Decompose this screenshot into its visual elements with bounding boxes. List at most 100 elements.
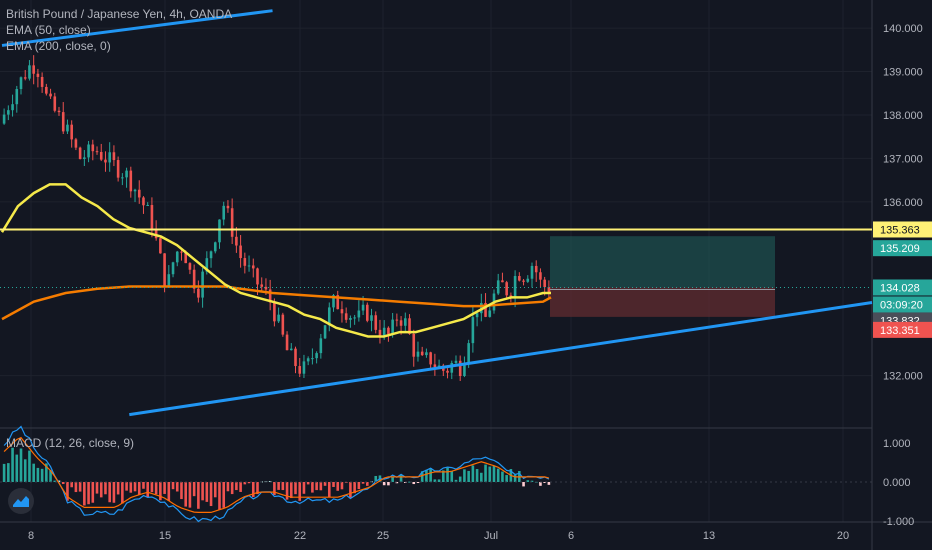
candle-body [294, 348, 297, 367]
candle-body [382, 327, 386, 337]
macd-histogram-bar [188, 482, 192, 508]
candle-body [87, 144, 90, 158]
candle-body [61, 112, 65, 132]
price-tick-label: 132.000 [883, 371, 923, 383]
candle-body [159, 238, 162, 254]
candle-body [361, 304, 365, 311]
time-tick-label: 6 [568, 530, 574, 542]
ema50-legend: EMA (50, close) [6, 23, 91, 37]
macd-histogram-bar [150, 482, 154, 493]
candle-body [146, 205, 149, 207]
candle-body [163, 253, 166, 287]
macd-histogram-bar [513, 474, 517, 482]
macd-histogram-bar [277, 482, 280, 490]
candle-body [175, 251, 179, 263]
candle-body [45, 86, 48, 94]
candle-body [315, 353, 318, 359]
macd-histogram-bar [133, 482, 137, 492]
candle-body [526, 278, 530, 282]
macd-histogram-bar [399, 474, 403, 482]
macd-histogram-bar [454, 479, 458, 482]
candle-body [264, 286, 268, 290]
candle-body [7, 110, 10, 115]
macd-histogram-bar [251, 482, 255, 497]
macd-histogram-bar [49, 470, 52, 482]
macd-histogram-bar [121, 482, 124, 504]
macd-tick-label: 1.000 [883, 438, 911, 450]
candle-body [454, 360, 458, 363]
macd-histogram-bar [387, 482, 390, 486]
macd-histogram-bar [420, 471, 424, 482]
candle-body [374, 315, 378, 330]
macd-histogram-bar [226, 482, 230, 492]
price-tick-label: 140.000 [883, 23, 923, 35]
candle-body [395, 319, 399, 321]
candle-body [433, 364, 437, 367]
candle-body [496, 280, 500, 294]
target-price-badge-bg [873, 240, 932, 257]
macd-histogram-bar [416, 482, 420, 483]
macd-histogram-bar [45, 463, 48, 482]
candle-body [218, 219, 221, 243]
axes: 140.000 139.000 138.000 137.000 136.000 132.0… [28, 23, 932, 542]
macd-histogram-bar [192, 482, 196, 497]
candle-body [281, 314, 285, 335]
candle-body [412, 333, 416, 357]
macd-histogram-bar [256, 482, 259, 495]
macd-histogram-bar [408, 481, 411, 483]
macd-histogram-bar [2, 463, 6, 482]
macd-histogram-bar [285, 482, 289, 500]
macd-histogram-bar [222, 482, 226, 508]
candle-body [370, 315, 373, 321]
macd-histogram-bar [450, 471, 454, 482]
candle-body [235, 236, 238, 246]
macd-histogram-bar [15, 454, 19, 482]
candle-body [133, 189, 137, 192]
macd-histogram-bar [336, 482, 340, 491]
candle-body [40, 76, 44, 87]
candle-body [243, 258, 247, 266]
macd-histogram-bar [505, 475, 508, 482]
macd-histogram-bar [480, 472, 483, 482]
candle-body [387, 327, 390, 335]
candle-body [429, 352, 432, 365]
macd-histogram-bar [471, 465, 475, 482]
macd-histogram-bar [327, 482, 331, 498]
candle-body [425, 352, 428, 356]
candle-body [230, 208, 234, 237]
tradingview-logo-icon[interactable] [8, 488, 34, 514]
price-tick-label: 139.000 [883, 67, 923, 79]
macd-histogram-bar [184, 482, 188, 507]
macd-signal-line [3, 436, 550, 514]
candle-body [446, 370, 449, 373]
macd-histogram-bar [70, 482, 73, 488]
candle-body [137, 189, 141, 198]
candle-body [327, 307, 331, 326]
macd-histogram-bar [311, 482, 314, 493]
symbol-title: British Pound / Japanese Yen, 4h, OANDA [6, 7, 233, 21]
candle-body [129, 170, 133, 192]
candle-body [57, 110, 61, 113]
countdown-badge-bg [873, 296, 932, 313]
macd-histogram-bar [349, 482, 352, 498]
ema200-legend: EMA (200, close, 0) [6, 39, 111, 53]
macd-histogram-bar [167, 482, 171, 501]
candle-body [408, 318, 411, 334]
candle-body [344, 313, 348, 320]
candle-body [104, 159, 107, 163]
candle-body [268, 289, 272, 303]
candle-body [197, 288, 200, 298]
position-zones [550, 236, 775, 317]
macd-histogram-bar [365, 482, 369, 486]
macd-histogram-bar [395, 482, 399, 484]
candle-body [534, 265, 538, 273]
countdown-badge: 03:09:20 [880, 299, 923, 311]
candle-body [357, 310, 361, 318]
macd-histogram-bar [159, 482, 162, 501]
macd-histogram-bar [298, 482, 302, 501]
candle-body [458, 360, 462, 377]
time-tick-label: 22 [294, 530, 306, 542]
candle-body [142, 197, 145, 206]
candle-body [302, 361, 306, 374]
